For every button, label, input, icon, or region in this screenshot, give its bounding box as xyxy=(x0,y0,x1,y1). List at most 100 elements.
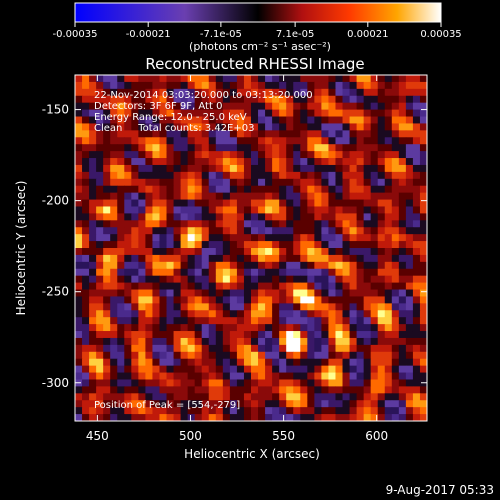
heatmap-cell xyxy=(279,337,287,346)
heatmap-cell xyxy=(208,400,217,408)
heatmap-cell xyxy=(258,116,266,124)
heatmap-cell xyxy=(201,206,210,214)
heatmap-cell xyxy=(391,158,400,166)
heatmap-cell xyxy=(215,88,224,97)
heatmap-cell xyxy=(187,123,196,131)
heatmap-cell xyxy=(82,102,90,110)
heatmap-cell xyxy=(286,261,294,270)
heatmap-cell xyxy=(236,109,245,117)
heatmap-cell xyxy=(152,220,160,228)
heatmap-cell xyxy=(419,414,427,421)
heatmap-cell xyxy=(131,393,139,401)
heatmap-cell xyxy=(377,282,386,290)
heatmap-cell xyxy=(180,151,189,159)
heatmap-cell xyxy=(187,95,196,104)
heatmap-cell xyxy=(96,116,104,124)
heatmap-cell xyxy=(405,227,414,235)
heatmap-cell xyxy=(243,296,252,304)
heatmap-cell xyxy=(166,282,174,290)
heatmap-cell xyxy=(370,213,379,221)
heatmap-cell xyxy=(208,213,217,221)
heatmap-cell xyxy=(229,220,238,228)
heatmap-cell xyxy=(180,365,189,373)
heatmap-cell xyxy=(159,102,167,110)
heatmap-cell xyxy=(96,386,104,394)
heatmap-cell xyxy=(419,123,427,131)
heatmap-cell xyxy=(279,178,287,187)
heatmap-cell xyxy=(229,164,238,173)
heatmap-cell xyxy=(272,130,280,138)
heatmap-cell xyxy=(236,241,245,249)
heatmap-cell xyxy=(342,220,350,228)
heatmap-cell xyxy=(145,248,153,256)
heatmap-cell xyxy=(75,123,83,131)
heatmap-cell xyxy=(243,81,252,90)
heatmap-cell xyxy=(236,88,245,97)
heatmap-cell xyxy=(335,227,343,235)
heatmap-cell xyxy=(124,109,132,117)
annotation-counts: Clean Total counts: 3.42E+03 xyxy=(94,123,254,134)
heatmap-cell xyxy=(138,109,146,117)
heatmap-cell xyxy=(208,171,217,180)
heatmap-cell xyxy=(117,227,125,235)
heatmap-cell xyxy=(293,88,301,97)
heatmap-cell xyxy=(166,261,174,270)
heatmap-cell xyxy=(349,379,357,387)
heatmap-cell xyxy=(363,109,372,117)
heatmap-cell xyxy=(208,414,217,421)
heatmap-cell xyxy=(201,227,210,235)
heatmap-cell xyxy=(159,261,167,270)
heatmap-cell xyxy=(201,109,210,117)
heatmap-cell xyxy=(328,414,336,421)
heatmap-cell xyxy=(236,275,245,283)
heatmap-cell xyxy=(377,331,386,339)
heatmap-cell xyxy=(222,178,231,187)
heatmap-cell xyxy=(159,254,167,263)
heatmap-cell xyxy=(377,227,386,235)
heatmap-cell xyxy=(145,158,153,166)
y-tick-label: -250 xyxy=(42,285,69,299)
heatmap-cell xyxy=(286,88,294,97)
heatmap-cell xyxy=(117,365,125,373)
heatmap-cell xyxy=(419,331,427,339)
heatmap-cell xyxy=(229,414,238,421)
heatmap-cell xyxy=(384,303,393,311)
heatmap-cell xyxy=(328,130,336,138)
heatmap-cell xyxy=(96,158,104,166)
heatmap-cell xyxy=(166,296,174,304)
heatmap-cell xyxy=(215,151,224,159)
heatmap-cell xyxy=(75,386,83,394)
heatmap-cell xyxy=(131,289,139,297)
heatmap-cell xyxy=(321,372,329,380)
heatmap-cell xyxy=(405,248,414,256)
heatmap-cell xyxy=(103,241,111,249)
heatmap-cell xyxy=(335,365,343,373)
heatmap-cell xyxy=(377,137,386,145)
heatmap-cell xyxy=(187,400,196,408)
heatmap-cell xyxy=(328,88,336,97)
heatmap-cell xyxy=(356,102,365,110)
heatmap-cell xyxy=(229,289,238,297)
heatmap-cell xyxy=(363,407,372,415)
heatmap-cell xyxy=(370,261,379,270)
heatmap-cell xyxy=(384,151,393,159)
heatmap-cell xyxy=(124,75,132,83)
heatmap-cell xyxy=(335,282,343,290)
heatmap-cell xyxy=(307,123,315,131)
heatmap-cell xyxy=(251,95,259,104)
heatmap-cell xyxy=(194,365,203,373)
heatmap-cell xyxy=(349,130,357,138)
heatmap-cell xyxy=(412,123,421,131)
heatmap-cell xyxy=(251,234,259,242)
heatmap-cell xyxy=(89,88,97,97)
heatmap-cell xyxy=(328,358,336,367)
heatmap-cell xyxy=(272,151,280,159)
heatmap-cell xyxy=(370,109,379,117)
heatmap-cell xyxy=(314,75,322,83)
heatmap-cell xyxy=(201,123,210,131)
heatmap-cell xyxy=(180,144,189,152)
heatmap-cell xyxy=(286,81,294,90)
heatmap-cell xyxy=(159,331,167,339)
heatmap-cell xyxy=(384,248,393,256)
heatmap-cell xyxy=(215,164,224,173)
